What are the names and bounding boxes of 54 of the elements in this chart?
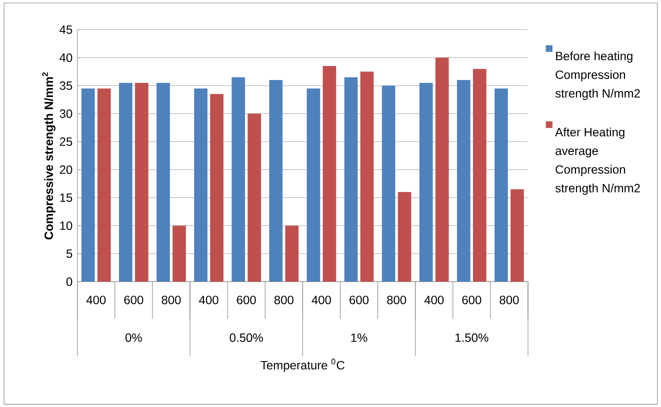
x-tick-label: 600	[350, 296, 369, 304]
x-tick-label: 800	[387, 296, 406, 304]
bar	[322, 66, 336, 282]
x-tick-label: 400	[86, 296, 106, 304]
y-tick-label: 5	[66, 249, 72, 258]
y-tick-label: 15	[60, 193, 72, 202]
x-tick-label: 600	[462, 296, 482, 304]
y-tick-label: 10	[60, 221, 72, 230]
text: 0%	[125, 333, 142, 342]
bar	[360, 72, 374, 282]
text: 0.50%	[230, 333, 263, 342]
bar	[419, 82, 433, 282]
x-tick-label: 800	[274, 296, 294, 304]
bar	[194, 88, 208, 282]
bar	[119, 82, 132, 282]
bar	[232, 77, 246, 282]
y-tick-label: 20	[60, 165, 72, 174]
bar	[210, 94, 224, 282]
x-tick-label: 400	[199, 296, 218, 304]
x-tick-label: 800	[500, 296, 519, 304]
bar	[510, 189, 524, 282]
bar	[398, 192, 412, 282]
bar	[269, 80, 283, 282]
bar	[435, 58, 449, 282]
y-axis-title: Compressive strength N/mm$^{2}$	[42, 72, 56, 240]
y-tick-label: 25	[60, 137, 72, 146]
y-tick-label: 35	[60, 81, 72, 90]
bar	[248, 114, 261, 282]
bar	[382, 86, 396, 282]
bar	[457, 80, 470, 282]
x-tick-label: 600	[124, 296, 144, 304]
y-tick-label: 45	[60, 25, 72, 34]
y-tick-label: 40	[60, 53, 72, 62]
x-tick-label: 400	[312, 296, 331, 304]
bar	[156, 82, 170, 282]
y-tick-label: 30	[60, 109, 72, 118]
bar	[285, 226, 299, 282]
bar	[97, 88, 111, 282]
x-tick-label: 400	[424, 296, 444, 304]
bar	[135, 82, 148, 282]
legend-label: After Heating average Compression strength N/mm2	[555, 128, 640, 195]
bar	[494, 88, 508, 282]
bar	[306, 88, 320, 282]
text: 1%	[351, 333, 368, 342]
text: 1.50%	[456, 333, 488, 342]
x-axis-title: Temperature $^{0}$C	[260, 358, 344, 372]
bar	[473, 68, 486, 282]
y-tick-label: 0	[66, 277, 72, 286]
bar	[344, 77, 358, 282]
x-tick-label: 800	[162, 296, 181, 304]
legend-label: Before heating Compression strength N/mm2	[555, 51, 640, 100]
x-tick-label: 600	[236, 296, 256, 304]
bar	[172, 226, 186, 282]
bar	[81, 88, 95, 282]
